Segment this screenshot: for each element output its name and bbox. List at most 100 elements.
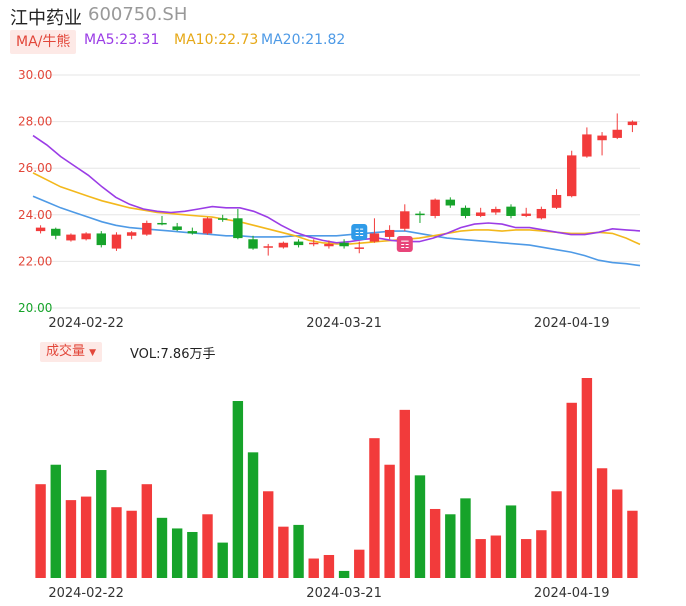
volume-bar [414,475,426,578]
volume-bar [141,484,153,578]
volume-bar [126,510,137,578]
candle-body [96,233,106,246]
candle-body [384,229,395,237]
candle-body [445,199,456,206]
event-marker-icon [351,224,368,240]
candle-body [263,246,273,248]
candle-body [430,199,440,216]
volume-bar [399,409,410,578]
volume-bar [429,508,441,578]
candle-body [66,234,76,241]
volume-bar [111,507,122,578]
candle-body [597,135,607,141]
volume-bar [232,401,244,578]
candle-body [248,239,258,249]
candle-body [217,218,228,220]
price-x-tick-label: 2024-02-22 [48,316,124,331]
price-tick-label: 30.00 [18,68,52,82]
price-x-tick-label: 2024-04-19 [534,316,610,331]
candle-body [627,121,638,126]
candle-body [126,232,137,236]
candle-body [582,134,592,157]
volume-bar [293,524,304,578]
price-tick-label: 22.00 [18,254,52,268]
volume-bar [505,505,517,578]
volume-bar [171,528,183,578]
candle-body [415,213,425,216]
candle-body [187,231,198,234]
candle-body [157,222,167,225]
volume-bar [247,452,259,578]
candle-body [35,227,46,232]
volume-bar [354,549,365,578]
candle-body [475,212,486,216]
candle-body [536,208,547,219]
candle-body [309,242,319,245]
volume-value: VOL:7.86万手 [130,347,216,362]
volume-bar [65,500,77,578]
ma20-legend: MA20:21.82 [261,32,346,48]
volume-bar [581,378,593,578]
ma-indicator-selector[interactable]: MA/牛熊 [10,30,77,54]
price-tick-label: 28.00 [18,115,52,129]
candle-body [293,241,304,246]
volume-bar [612,489,623,578]
ma10-legend: MA10:22.73 [174,32,259,48]
volume-bar [445,514,456,578]
candle-body [400,211,410,229]
volume-bar [308,558,319,578]
price-tick-label: 26.00 [18,161,52,175]
volume-x-tick-label: 2024-03-21 [306,586,382,601]
volume-bar [475,539,486,578]
candle-body [81,233,91,240]
volume-bar [384,464,395,578]
volume-bar [566,402,577,578]
candle-body [278,242,289,248]
volume-x-tick-label: 2024-02-22 [48,586,124,601]
candle-body [521,213,531,216]
candle-body [460,207,471,216]
price-tick-label: 24.00 [18,208,52,222]
price-x-tick-label: 2024-03-21 [306,316,382,331]
volume-bar [323,554,335,578]
volume-tag-label: 成交量 [46,344,86,359]
volume-bar [156,517,168,578]
volume-indicator-selector[interactable]: 成交量 ▼ [40,342,103,362]
ma10-line [32,172,641,246]
event-marker-glyph: ☶ [400,240,409,251]
candle-body [233,218,243,239]
candle-body [324,243,334,247]
volume-bar [551,491,562,578]
volume-bar [369,438,380,578]
stock-name: 江中药业 [10,8,82,29]
candle-body [339,242,349,247]
event-marker-glyph: ☷ [355,228,364,239]
ma5-line [32,134,641,244]
volume-bar [50,464,61,578]
candle-body [567,155,577,197]
candle-body [506,206,516,216]
candle-body [369,233,380,242]
volume-bar [596,468,608,578]
candle-body [612,129,622,138]
volume-bar [35,484,46,578]
candle-body [354,247,364,249]
dropdown-caret-icon: ▼ [89,348,97,358]
volume-bar [263,491,274,578]
event-marker-icon [396,236,413,252]
volume-bar [520,539,532,578]
stock-code: 600750.SH [88,4,188,25]
candle-body [202,218,213,234]
candle-body [551,194,562,208]
volume-x-tick-label: 2024-04-19 [534,586,610,601]
volume-bar [338,570,350,578]
volume-bar [490,535,502,578]
volume-bar [278,526,289,578]
volume-bar [80,496,92,578]
price-tick-label: 20.00 [18,301,52,315]
volume-bar [217,542,228,578]
volume-bar [187,531,198,578]
ma5-legend: MA5:23.31 [84,32,160,48]
candle-body [491,208,501,213]
